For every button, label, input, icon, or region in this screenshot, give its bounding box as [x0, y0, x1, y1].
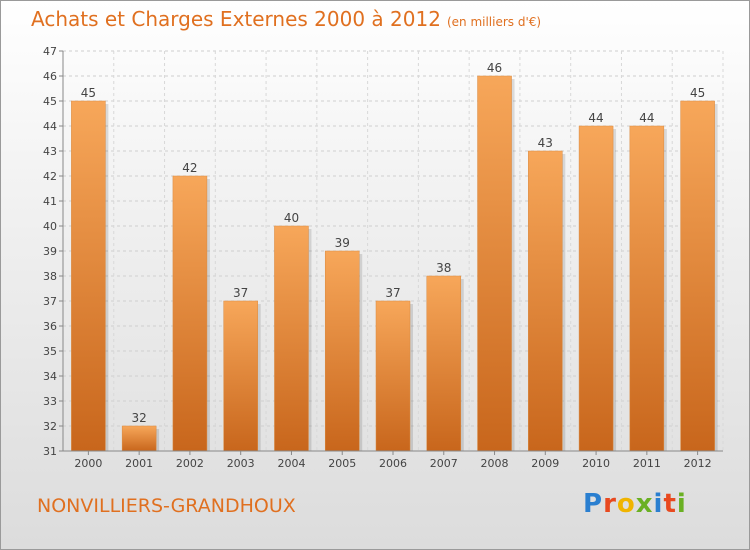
bar-2003	[223, 300, 258, 452]
x-tick-label-2001: 2001	[125, 457, 153, 470]
axes: 31 32 33 34 35 36 37 38 39 40 41 42 43 44 45 46 47 2000 20…	[43, 45, 723, 470]
logo-letter: t	[663, 489, 677, 519]
y-tick-label: 33	[43, 395, 57, 408]
y-tick-label: 37	[43, 295, 57, 308]
x-tick-label-2002: 2002	[176, 457, 204, 470]
data-label-2004: 40	[284, 211, 299, 225]
data-label-2009: 43	[538, 136, 553, 150]
data-label-2003: 37	[233, 286, 248, 300]
y-tick-label: 38	[43, 270, 57, 283]
data-label-2005: 39	[335, 236, 350, 250]
x-tick-label-2005: 2005	[328, 457, 356, 470]
y-tick-label: 44	[43, 120, 57, 133]
chart-title: Achats et Charges Externes 2000 à 2012 (e…	[31, 7, 541, 31]
y-tick-label: 34	[43, 370, 57, 383]
proxiti-logo: Proxiti	[583, 489, 687, 519]
logo-letter: r	[603, 489, 617, 519]
y-tick-label: 40	[43, 220, 57, 233]
bar-2005	[324, 250, 360, 452]
x-tick-label-2006: 2006	[379, 457, 407, 470]
bar-2001	[121, 425, 157, 452]
location-name: NONVILLIERS-GRANDHOUX	[37, 495, 296, 517]
x-tick-label-2004: 2004	[277, 457, 305, 470]
bar-2007	[426, 275, 462, 452]
data-labels: 45 32 42 37 40 39 37 38 46 43 44 44 45	[81, 61, 706, 425]
x-tick-label-2011: 2011	[633, 457, 661, 470]
data-label-2001: 32	[132, 411, 147, 425]
data-label-2002: 42	[182, 161, 197, 175]
x-tick-label-2007: 2007	[430, 457, 458, 470]
bar-2008	[477, 75, 512, 452]
y-tick-label: 45	[43, 95, 57, 108]
logo-letter: x	[635, 489, 654, 519]
bar-2011	[629, 125, 665, 452]
y-tick-label: 32	[43, 420, 57, 433]
data-label-2010: 44	[588, 111, 603, 125]
y-tick-label: 35	[43, 345, 57, 358]
y-tick-label: 46	[43, 70, 57, 83]
x-tick-label-2010: 2010	[582, 457, 610, 470]
y-tick-label: 43	[43, 145, 57, 158]
logo-letter: i	[676, 489, 687, 519]
bar-2004	[274, 225, 309, 452]
y-tick-label: 47	[43, 45, 57, 58]
x-tick-label-2000: 2000	[74, 457, 102, 470]
data-label-2011: 44	[639, 111, 654, 125]
y-tick-label: 42	[43, 170, 57, 183]
bar-2010	[578, 125, 614, 452]
x-tick-label-2008: 2008	[481, 457, 509, 470]
logo-letter: o	[616, 489, 636, 519]
logo-letter: P	[583, 489, 604, 519]
x-tick-label-2003: 2003	[227, 457, 255, 470]
data-label-2006: 37	[385, 286, 400, 300]
data-label-2008: 46	[487, 61, 502, 75]
y-tick-label: 41	[43, 195, 57, 208]
bar-2002	[172, 175, 208, 452]
x-tick-label-2009: 2009	[531, 457, 559, 470]
chart-title-text: Achats et Charges Externes 2000 à 2012	[31, 7, 441, 31]
logo-letter: i	[653, 489, 664, 519]
y-tick-label: 31	[43, 445, 57, 458]
data-label-2007: 38	[436, 261, 451, 275]
bar-2006	[375, 300, 411, 452]
y-tick-label: 36	[43, 320, 57, 333]
bar-2000	[71, 100, 106, 452]
bar-2009	[528, 150, 563, 452]
y-tick-label: 39	[43, 245, 57, 258]
x-tick-label-2012: 2012	[684, 457, 712, 470]
data-label-2012: 45	[690, 86, 705, 100]
data-label-2000: 45	[81, 86, 96, 100]
chart-subtitle: (en milliers d'€)	[446, 15, 542, 29]
bars	[71, 75, 718, 452]
bar-2012	[680, 100, 715, 452]
